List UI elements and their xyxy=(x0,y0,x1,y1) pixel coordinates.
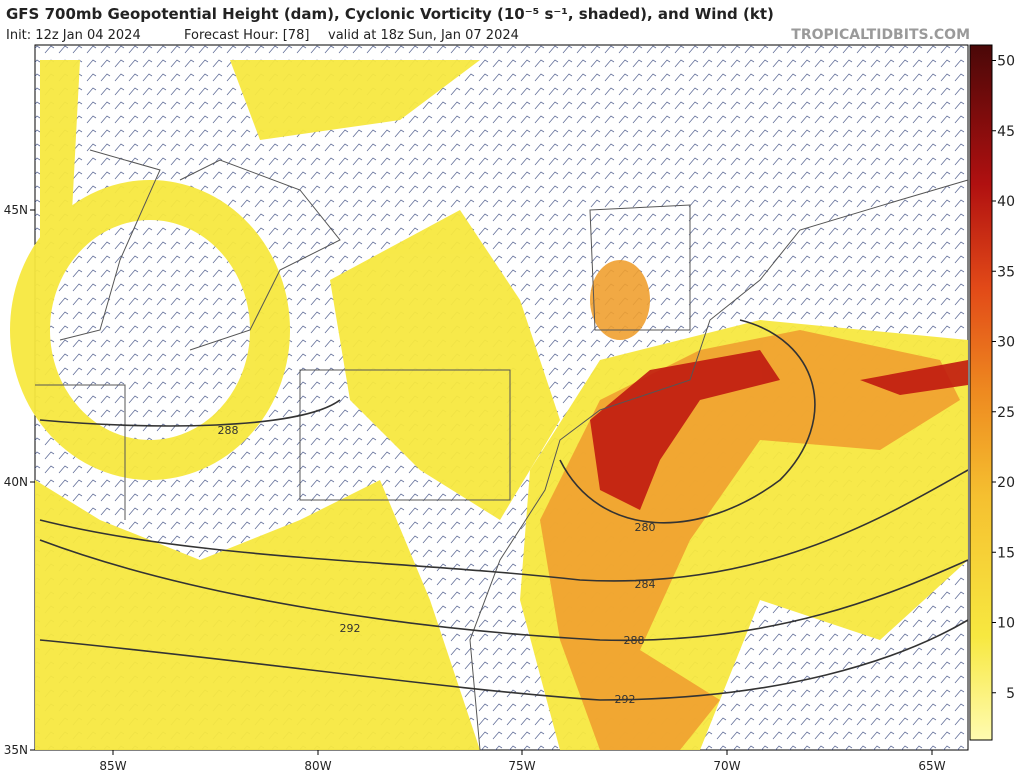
lon-label: 70W xyxy=(713,759,740,772)
contour-label: 284 xyxy=(635,578,656,591)
colorbar-label: 30 xyxy=(997,335,1015,351)
lon-label: 85W xyxy=(99,759,126,772)
colorbar-label: 35 xyxy=(997,264,1015,280)
colorbar-label: 40 xyxy=(997,194,1015,210)
colorbar-label: 10 xyxy=(997,616,1015,632)
colorbar xyxy=(969,44,993,741)
valid-time: valid at 18z Sun, Jan 07 2024 xyxy=(328,28,519,43)
contour-label: 292 xyxy=(340,622,361,635)
lon-label: 65W xyxy=(918,759,945,772)
lat-label: 45N xyxy=(4,203,28,217)
init: Init: 12z Jan 04 2024 xyxy=(6,28,141,43)
map-area xyxy=(10,44,969,751)
lon-label: 80W xyxy=(304,759,331,772)
forecast-hour: Forecast Hour: [78] xyxy=(184,28,309,43)
colorbar-label: 20 xyxy=(997,475,1015,491)
colorbar-label: 25 xyxy=(997,405,1015,421)
contour-label: 288 xyxy=(624,634,645,647)
contour-label: 292 xyxy=(615,693,636,706)
site: TROPICALTIDBITS.COM xyxy=(791,27,970,43)
colorbar-label: 45 xyxy=(997,124,1015,140)
lat-label: 40N xyxy=(4,475,28,489)
colorbar-label: 50 xyxy=(997,54,1015,70)
coastlines xyxy=(35,149,969,751)
contour-label: 280 xyxy=(635,521,656,534)
lat-label: 35N xyxy=(4,743,28,757)
height-contours xyxy=(39,319,969,701)
colorbar-label: 15 xyxy=(997,545,1015,561)
colorbar-label: 5 xyxy=(1006,686,1015,702)
contour-label: 288 xyxy=(218,424,239,437)
lon-label: 75W xyxy=(508,759,535,772)
vorticity-red xyxy=(590,350,968,510)
title: GFS 700mb Geopotential Height (dam), Cyc… xyxy=(6,5,774,23)
